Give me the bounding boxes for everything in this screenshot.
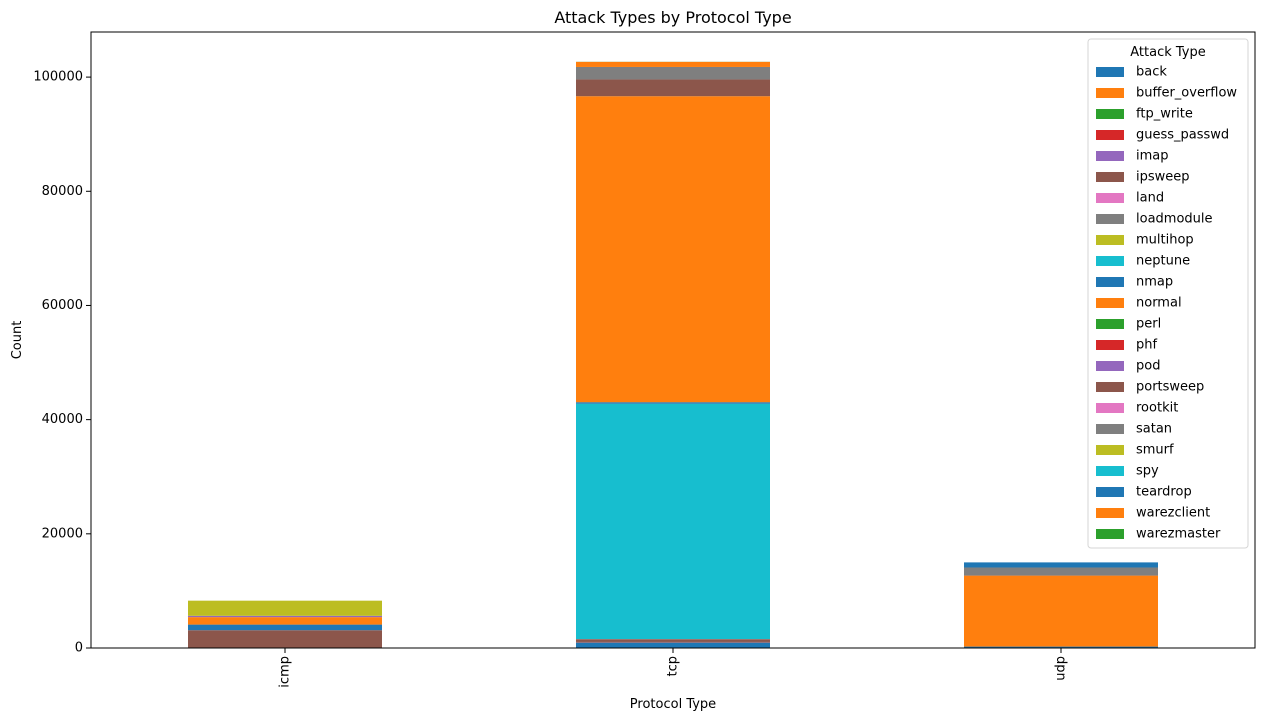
legend-swatch-satan [1096,424,1124,434]
legend-label-perl: perl [1136,317,1161,332]
legend-label-buffer_overflow: buffer_overflow [1136,86,1237,101]
legend-label-imap: imap [1136,149,1169,164]
legend-title: Attack Type [1130,45,1206,60]
y-tick-label: 60000 [42,298,83,313]
x-axis-title: Protocol Type [630,697,716,712]
y-tick-label: 0 [75,641,83,656]
bar-segment-udp-satan [964,567,1158,576]
legend-label-neptune: neptune [1136,254,1190,269]
bar-segment-tcp-portsweep [576,79,770,97]
legend-label-teardrop: teardrop [1136,485,1192,500]
bar-segment-icmp-smurf [188,600,382,616]
legend-swatch-neptune [1096,256,1124,266]
legend: Attack Type back buffer_overflow ftp_writeg… [1087,38,1249,549]
legend-swatch-ftp_write [1096,109,1124,119]
legend-swatch-nmap [1096,277,1124,287]
bar-segment-tcp-neptune [576,403,770,640]
legend-swatch-spy [1096,466,1124,476]
legend-swatch-normal [1096,298,1124,308]
legend-label-rootkit: rootkit [1136,401,1178,416]
legend-swatch-teardrop [1096,487,1124,497]
legend-swatch-back [1096,67,1124,77]
y-tick-label: 100000 [33,70,83,85]
bar-segment-tcp-nmap [576,402,770,404]
legend-label-back: back [1136,65,1167,80]
legend-swatch-ipsweep [1096,172,1124,182]
bar-segment-tcp-ipsweep [576,639,770,642]
bar-segment-udp-nmap [964,646,1158,648]
legend-swatch-rootkit [1096,403,1124,413]
legend-label-normal: normal [1136,296,1182,311]
legend-label-phf: phf [1136,338,1157,353]
bar-segment-udp-teardrop [964,562,1158,568]
y-axis-title: Count [10,321,25,360]
bar-segment-icmp-ipsweep [188,630,382,648]
legend-label-spy: spy [1136,464,1159,479]
bar-segment-udp-normal [964,575,1158,647]
legend-label-smurf: smurf [1136,443,1174,458]
legend-label-warezclient: warezclient [1136,506,1210,521]
legend-swatch-warezclient [1096,508,1124,518]
legend-swatch-smurf [1096,445,1124,455]
x-tick-label: tcp [666,656,681,677]
y-tick-label: 80000 [42,184,83,199]
legend-swatch-land [1096,193,1124,203]
chart-title: Attack Types by Protocol Type [554,8,791,27]
legend-swatch-guess_passwd [1096,130,1124,140]
bar-segment-tcp-warezclient [576,61,770,67]
bar-segment-tcp-normal [576,96,770,403]
legend-label-ftp_write: ftp_write [1136,107,1193,122]
legend-swatch-imap [1096,151,1124,161]
legend-swatch-loadmodule [1096,214,1124,224]
legend-label-portsweep: portsweep [1136,380,1204,395]
bar-segment-icmp-nmap [188,624,382,631]
legend-label-guess_passwd: guess_passwd [1136,128,1229,143]
legend-swatch-perl [1096,319,1124,329]
legend-swatch-portsweep [1096,382,1124,392]
legend-swatch-pod [1096,361,1124,371]
legend-swatch-warezmaster [1096,529,1124,539]
legend-label-land: land [1136,191,1164,206]
legend-swatch-buffer_overflow [1096,88,1124,98]
legend-swatch-phf [1096,340,1124,350]
bar-segment-tcp-back [576,642,770,648]
legend-label-satan: satan [1136,422,1172,437]
legend-label-warezmaster: warezmaster [1136,527,1221,542]
legend-label-multihop: multihop [1136,233,1194,248]
legend-label-ipsweep: ipsweep [1136,170,1190,185]
bar-segment-icmp-normal [188,617,382,625]
legend-swatch-multihop [1096,235,1124,245]
x-tick-label: icmp [278,656,293,688]
legend-box [1087,38,1249,549]
bar-segment-tcp-satan [576,66,770,80]
plot-frame [90,31,1256,649]
x-tick-label: udp [1054,656,1069,681]
y-tick-label: 20000 [42,526,83,541]
legend-label-loadmodule: loadmodule [1136,212,1213,227]
legend-label-nmap: nmap [1136,275,1173,290]
plot-area: icmp tcp udp 0 20000 40000 60000 80000 100000 [33,31,1256,688]
bar-segment-icmp-pod [188,615,382,618]
legend-label-pod: pod [1136,359,1160,374]
y-tick-label: 40000 [42,412,83,427]
